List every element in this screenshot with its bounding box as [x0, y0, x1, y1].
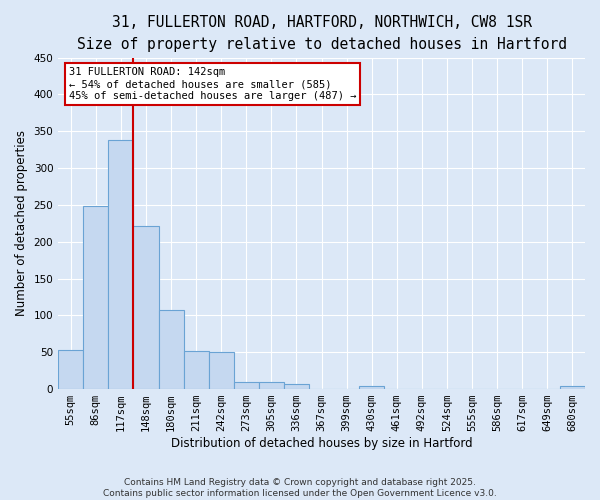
Bar	[284, 384, 309, 389]
Text: Contains HM Land Registry data © Crown copyright and database right 2025.
Contai: Contains HM Land Registry data © Crown c…	[103, 478, 497, 498]
Bar	[560, 386, 585, 389]
Bar	[133, 226, 158, 389]
Bar	[184, 351, 209, 389]
Bar	[234, 382, 259, 389]
Bar	[58, 350, 83, 389]
Bar	[109, 140, 133, 389]
X-axis label: Distribution of detached houses by size in Hartford: Distribution of detached houses by size …	[171, 437, 472, 450]
Bar	[158, 310, 184, 389]
Text: 31 FULLERTON ROAD: 142sqm
← 54% of detached houses are smaller (585)
45% of semi: 31 FULLERTON ROAD: 142sqm ← 54% of detac…	[69, 68, 356, 100]
Bar	[209, 352, 234, 389]
Title: 31, FULLERTON ROAD, HARTFORD, NORTHWICH, CW8 1SR
Size of property relative to de: 31, FULLERTON ROAD, HARTFORD, NORTHWICH,…	[77, 15, 566, 52]
Y-axis label: Number of detached properties: Number of detached properties	[15, 130, 28, 316]
Bar	[259, 382, 284, 389]
Bar	[359, 386, 385, 389]
Bar	[83, 206, 109, 389]
